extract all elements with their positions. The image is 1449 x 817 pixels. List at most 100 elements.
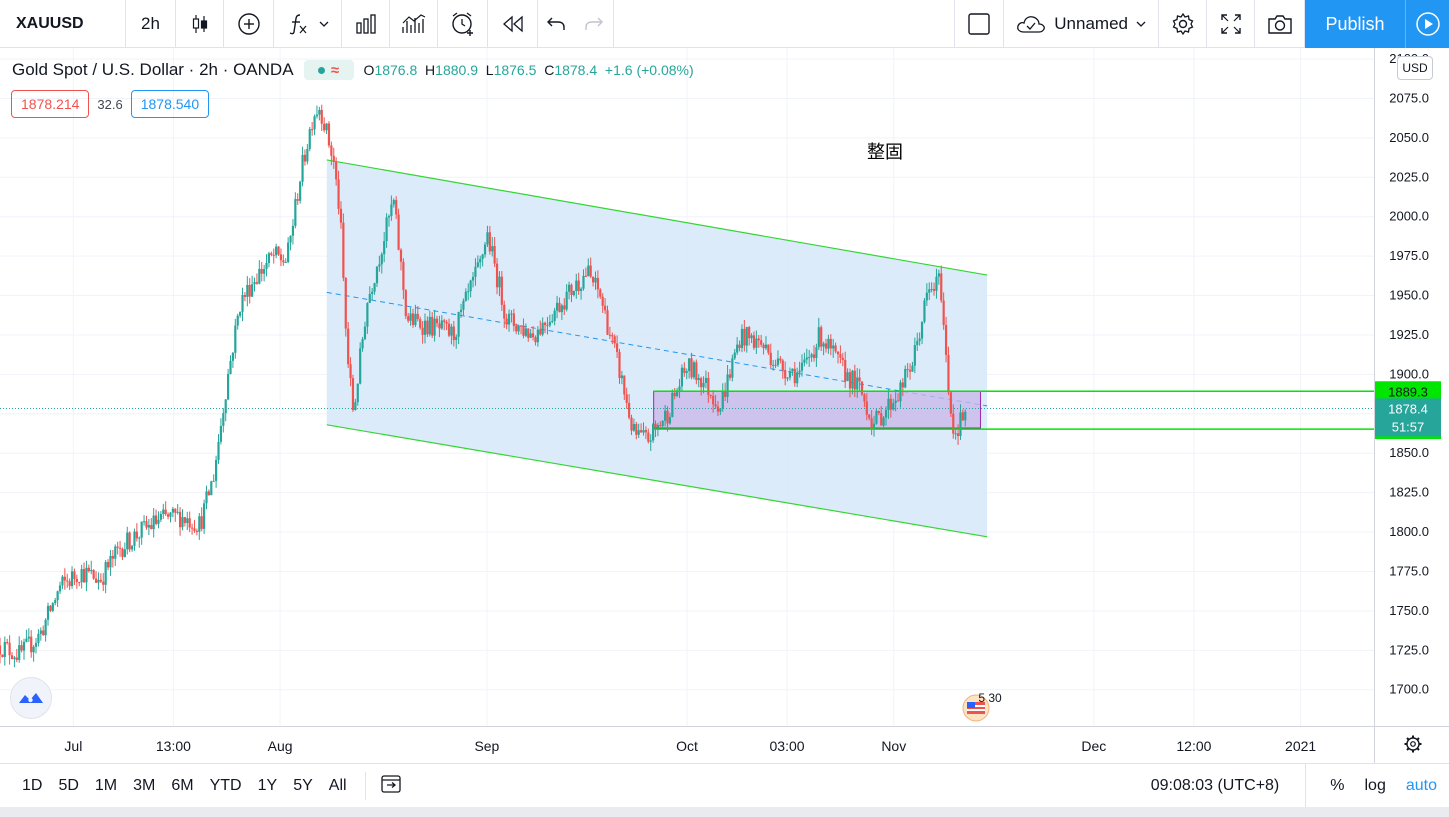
undo-button[interactable] bbox=[538, 0, 574, 48]
candle-body bbox=[471, 276, 475, 281]
candle bbox=[49, 604, 52, 613]
us-event-flag-icon[interactable] bbox=[962, 694, 990, 722]
candle bbox=[688, 358, 691, 379]
candle bbox=[1, 654, 4, 658]
candle bbox=[880, 406, 883, 426]
fullscreen-button[interactable] bbox=[1207, 0, 1255, 48]
log-toggle[interactable]: log bbox=[1364, 777, 1386, 794]
symbol-search-button[interactable]: XAUUSD bbox=[0, 0, 126, 48]
candle-body bbox=[68, 581, 71, 587]
candle-body bbox=[82, 569, 86, 583]
replay-button[interactable] bbox=[488, 0, 538, 48]
time-tick-label: 03:00 bbox=[770, 738, 805, 754]
candle-body bbox=[584, 275, 587, 277]
last-price-badge[interactable]: 1878.4 51:57 bbox=[1375, 398, 1441, 437]
candle bbox=[956, 424, 960, 445]
candle-body bbox=[147, 525, 150, 528]
candle-body bbox=[558, 302, 561, 313]
sell-button[interactable]: 1878.214 bbox=[11, 90, 90, 118]
range-5d[interactable]: 5D bbox=[58, 776, 79, 794]
candle bbox=[25, 629, 28, 643]
candle bbox=[904, 365, 907, 389]
templates-button[interactable] bbox=[390, 0, 438, 48]
price-axis[interactable]: 1700.0 1725.0 1750.0 1775.0 1800.0 1825.0 1850… bbox=[1374, 48, 1449, 763]
axis-settings-gear-icon[interactable] bbox=[1404, 735, 1422, 753]
candle-body bbox=[42, 630, 45, 636]
range-ytd[interactable]: YTD bbox=[209, 776, 242, 794]
compare-button[interactable] bbox=[224, 0, 274, 48]
candle bbox=[193, 520, 196, 533]
candle bbox=[567, 281, 571, 300]
candle bbox=[385, 213, 388, 248]
percent-toggle[interactable]: % bbox=[1330, 777, 1345, 794]
candle bbox=[438, 315, 441, 338]
candle-body bbox=[318, 109, 321, 115]
candle-body bbox=[78, 582, 81, 584]
candle bbox=[361, 336, 364, 352]
candle bbox=[800, 354, 804, 377]
candle bbox=[188, 511, 191, 533]
time-tick-label: Jul bbox=[64, 738, 82, 754]
settings-button[interactable] bbox=[1159, 0, 1207, 48]
time-axis[interactable]: Jul 13:00 Aug Sep Oct 03:00 Nov Dec 12:00 2021 bbox=[0, 726, 1449, 755]
candle-body bbox=[229, 360, 232, 374]
candle-body bbox=[303, 154, 307, 162]
candle-body bbox=[15, 657, 18, 660]
candle bbox=[964, 409, 967, 427]
candle-body bbox=[553, 310, 556, 321]
candle bbox=[683, 362, 686, 377]
candle-body bbox=[956, 433, 960, 436]
candle-body bbox=[947, 354, 950, 393]
financials-button[interactable] bbox=[342, 0, 390, 48]
close-value: 1878.4 bbox=[554, 62, 598, 78]
auto-toggle[interactable]: auto bbox=[1405, 777, 1437, 794]
candle bbox=[90, 560, 93, 575]
clock-timezone[interactable]: 09:08:03 (UTC+8) bbox=[1151, 764, 1307, 808]
publish-menu-button[interactable] bbox=[1405, 0, 1449, 48]
range-1d[interactable]: 1D bbox=[22, 776, 43, 794]
chevron-down-icon[interactable] bbox=[1136, 20, 1146, 28]
candle bbox=[469, 279, 472, 298]
candle bbox=[596, 270, 599, 299]
candle-body bbox=[692, 362, 696, 378]
candle-body bbox=[25, 638, 28, 642]
save-layout-button[interactable]: Unnamed bbox=[1004, 0, 1159, 48]
candle-body bbox=[97, 579, 100, 583]
buy-button[interactable]: 1878.540 bbox=[130, 90, 210, 118]
candle-body bbox=[159, 513, 162, 520]
price-chart[interactable]: 整固 5 30 1700.0 1725.0 1750.0 1775.0 1800.0 182… bbox=[0, 48, 1449, 763]
range-6m[interactable]: 6M bbox=[171, 776, 194, 794]
indicators-button[interactable] bbox=[274, 0, 342, 48]
range-1y[interactable]: 1Y bbox=[257, 776, 278, 794]
market-status-indicator[interactable]: ≈ bbox=[303, 60, 354, 80]
range-3m[interactable]: 3M bbox=[133, 776, 156, 794]
interval-button[interactable]: 2h bbox=[126, 0, 176, 48]
candle-body bbox=[964, 411, 967, 421]
range-all[interactable]: All bbox=[328, 776, 347, 794]
chart-type-button[interactable] bbox=[176, 0, 224, 48]
candle-body bbox=[291, 225, 295, 236]
publish-button[interactable]: Publish bbox=[1305, 0, 1405, 48]
range-5y[interactable]: 5Y bbox=[293, 776, 313, 794]
goto-date-button[interactable] bbox=[366, 772, 416, 799]
candle bbox=[690, 352, 693, 380]
candle bbox=[803, 352, 806, 367]
candle bbox=[515, 323, 518, 335]
candle-body bbox=[438, 323, 441, 329]
candle bbox=[796, 367, 799, 388]
level-price-label[interactable]: 1889.3 bbox=[1375, 381, 1441, 402]
tradingview-logo[interactable] bbox=[10, 677, 52, 719]
candle bbox=[116, 541, 119, 555]
candle bbox=[154, 509, 158, 526]
candle-body bbox=[27, 636, 30, 639]
alert-button[interactable] bbox=[438, 0, 488, 48]
candle bbox=[709, 394, 712, 399]
layout-button[interactable] bbox=[954, 0, 1005, 48]
candle bbox=[152, 507, 155, 538]
currency-badge[interactable]: USD bbox=[1397, 56, 1433, 80]
candle bbox=[270, 251, 273, 257]
snapshot-button[interactable] bbox=[1255, 0, 1305, 48]
range-1m[interactable]: 1M bbox=[94, 776, 118, 794]
candle bbox=[911, 361, 914, 372]
redo-button[interactable] bbox=[574, 0, 614, 48]
